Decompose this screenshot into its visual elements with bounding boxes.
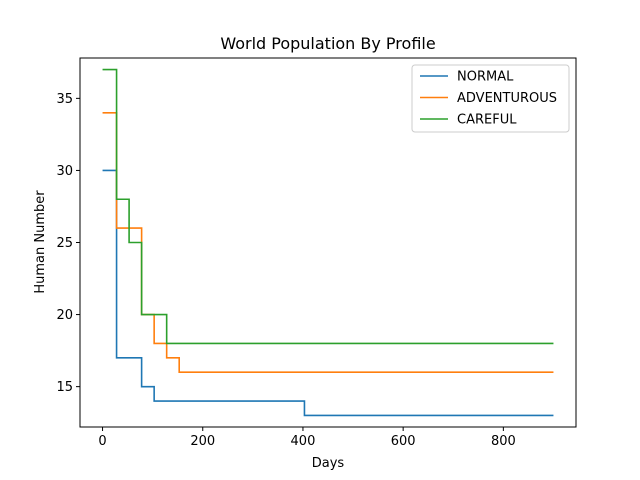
y-tick-label: 15 (56, 380, 73, 395)
x-axis-label: Days (312, 456, 345, 471)
y-tick-label: 35 (56, 92, 73, 107)
x-axis-ticks: 0 200 400 600 800 (98, 427, 516, 449)
x-tick-label: 800 (491, 434, 516, 449)
legend-label-adventurous: ADVENTUROUS (457, 91, 557, 106)
legend-label-normal: NORMAL (457, 70, 514, 85)
y-tick-label: 30 (56, 164, 73, 179)
x-tick-label: 200 (190, 434, 215, 449)
y-axis-ticks: 15 20 25 30 35 (56, 92, 80, 395)
y-tick-label: 25 (56, 236, 73, 251)
series-line-careful (102, 68, 554, 345)
legend-box (411, 64, 570, 133)
x-tick-label: 0 (98, 434, 106, 449)
legend: NORMAL ADVENTUROUS CAREFUL (411, 64, 570, 133)
x-tick-label: 400 (291, 434, 316, 449)
series-line-normal (102, 169, 554, 417)
chart-title: World Population By Profile (220, 34, 435, 53)
x-tick-label: 600 (391, 434, 416, 449)
y-tick-label: 20 (56, 308, 73, 323)
y-axis-label: Human Number (33, 190, 48, 294)
series-layer (102, 68, 554, 417)
legend-label-careful: CAREFUL (457, 113, 517, 128)
series-line-adventurous (102, 111, 554, 374)
